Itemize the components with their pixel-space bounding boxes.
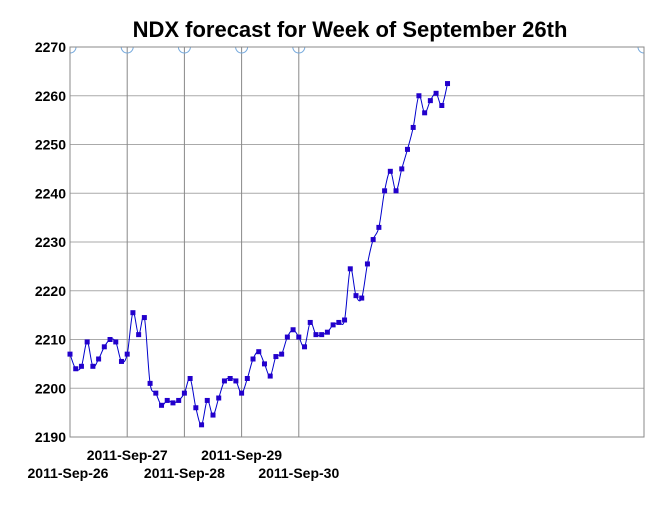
x-axis-tick-labels: 2011-Sep-26 2011-Sep-27 2011-Sep-28 2011-Se… — [28, 447, 340, 481]
data-point — [302, 344, 308, 350]
data-point — [256, 349, 262, 355]
data-point — [267, 373, 273, 379]
series-layer — [67, 81, 451, 428]
data-point — [244, 376, 250, 381]
x-tick-label: 2011-Sep-29 — [201, 447, 282, 463]
data-point — [427, 98, 433, 104]
data-point — [261, 361, 267, 367]
data-point — [90, 363, 96, 369]
x-gridline-cap — [177, 46, 191, 54]
data-point — [347, 266, 353, 272]
data-point — [330, 322, 336, 328]
data-point — [364, 261, 370, 267]
data-point — [284, 334, 290, 340]
data-point — [136, 332, 142, 338]
grid — [69, 46, 645, 438]
data-point — [130, 310, 136, 316]
data-point — [404, 146, 410, 152]
data-point — [204, 397, 210, 403]
series-line — [69, 83, 449, 426]
data-point — [118, 358, 124, 364]
data-point — [113, 339, 119, 345]
data-point — [84, 339, 90, 345]
data-point — [216, 395, 222, 401]
x-tick-label: 2011-Sep-27 — [87, 447, 168, 463]
data-point — [239, 390, 245, 396]
data-point — [210, 412, 216, 418]
data-point — [141, 315, 147, 321]
data-point — [187, 376, 193, 381]
data-point — [199, 422, 205, 428]
data-point — [376, 224, 382, 230]
data-point — [416, 93, 422, 99]
data-point — [78, 363, 84, 369]
data-point — [181, 390, 187, 396]
data-point — [370, 237, 376, 243]
data-point — [410, 124, 416, 130]
data-point — [250, 356, 256, 362]
y-tick-label: 2230 — [35, 234, 66, 250]
data-point — [353, 293, 359, 299]
x-tick-label: 2011-Sep-30 — [258, 465, 339, 481]
data-point — [147, 380, 153, 386]
y-tick-label: 2260 — [35, 88, 66, 104]
data-point — [307, 319, 313, 325]
data-point — [359, 295, 365, 301]
data-point — [399, 166, 405, 172]
plot-border — [69, 46, 645, 438]
data-point — [439, 103, 445, 108]
data-point — [101, 344, 107, 350]
data-point — [193, 405, 199, 411]
data-point — [279, 351, 285, 357]
y-tick-label: 2190 — [35, 429, 66, 445]
data-point — [296, 334, 302, 340]
y-tick-label: 2220 — [35, 283, 66, 299]
data-point — [170, 400, 176, 406]
data-point — [382, 188, 388, 194]
x-tick-label: 2011-Sep-26 — [28, 465, 109, 481]
y-tick-label: 2250 — [35, 137, 66, 153]
data-point — [422, 110, 428, 116]
data-point — [433, 90, 439, 96]
data-point — [124, 351, 130, 357]
y-tick-label: 2270 — [35, 39, 66, 55]
data-point — [324, 329, 330, 335]
data-point — [319, 332, 325, 338]
data-point — [342, 317, 348, 323]
data-point — [159, 402, 165, 408]
x-tick-label: 2011-Sep-28 — [144, 465, 225, 481]
data-point — [290, 327, 296, 333]
y-axis-tick-labels: 2190 2200 2210 2220 2230 2240 2250 2260 2270 — [35, 39, 66, 445]
data-point — [96, 356, 102, 362]
data-point — [445, 81, 451, 87]
data-point — [164, 397, 170, 403]
x-gridline-cap — [235, 46, 249, 54]
y-tick-label: 2240 — [35, 185, 66, 201]
data-point — [336, 319, 342, 325]
data-point — [273, 354, 279, 360]
data-point — [153, 390, 159, 396]
data-point — [393, 188, 399, 194]
x-gridline-cap — [120, 46, 134, 54]
y-tick-label: 2200 — [35, 380, 66, 396]
data-point — [313, 332, 319, 338]
data-point — [67, 351, 73, 357]
axes — [69, 46, 645, 438]
data-point — [387, 168, 393, 174]
x-gridline-cap — [292, 46, 306, 54]
corner-cap — [69, 46, 77, 54]
data-point — [73, 366, 79, 372]
corner-cap — [637, 46, 645, 54]
data-point — [221, 378, 227, 384]
data-point — [176, 397, 182, 403]
y-tick-label: 2210 — [35, 332, 66, 348]
chart-title: NDX forecast for Week of September 26th — [133, 17, 568, 42]
data-point — [233, 378, 239, 384]
data-point — [107, 337, 113, 342]
data-point — [227, 376, 233, 381]
